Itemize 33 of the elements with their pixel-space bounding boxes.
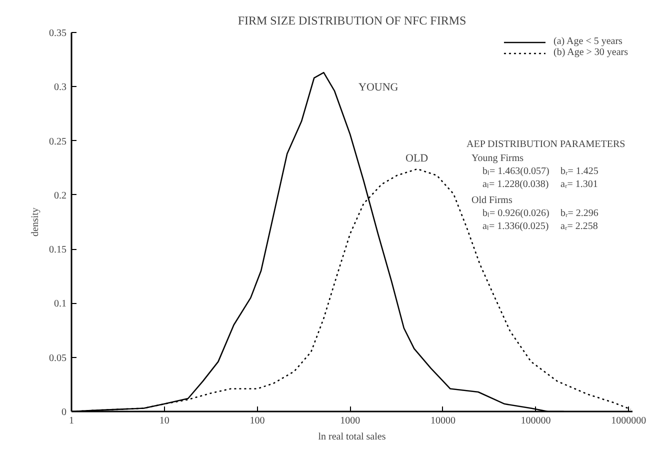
annotation: bᵣ= 1.425 bbox=[560, 166, 598, 177]
y-axis-title: density bbox=[30, 208, 41, 236]
x-tick-label: 1000000 bbox=[611, 416, 646, 426]
annotation: bₗ= 0.926(0.026) bbox=[482, 208, 550, 219]
legend-label: (b) Age > 30 years bbox=[553, 47, 628, 58]
y-tick-label: 0.05 bbox=[49, 352, 66, 364]
annotation: AEP DISTRIBUTION PARAMETERS bbox=[466, 139, 626, 150]
y-tick-label: 0.1 bbox=[54, 298, 66, 310]
annotation: aₗ= 1.228(0.038) bbox=[482, 179, 549, 190]
annotation: bₗ= 1.463(0.057) bbox=[482, 166, 550, 177]
annotation: Young Firms bbox=[472, 153, 524, 164]
annotation: YOUNG bbox=[358, 82, 398, 94]
x-tick-label: 1 bbox=[69, 416, 74, 426]
annotation: aₗ= 1.336(0.025) bbox=[482, 221, 549, 232]
x-axis-title: ln real total sales bbox=[318, 432, 386, 442]
annotation: Old Firms bbox=[472, 195, 512, 206]
y-tick-label: 0.2 bbox=[54, 190, 66, 202]
chart-title: FIRM SIZE DISTRIBUTION OF NFC FIRMS bbox=[238, 14, 466, 28]
annotation: aᵣ= 2.258 bbox=[560, 221, 598, 232]
x-tick-label: 10 bbox=[159, 416, 170, 426]
y-tick-label: 0.3 bbox=[54, 82, 66, 94]
y-tick-label: 0.25 bbox=[49, 136, 66, 148]
y-tick-label: 0 bbox=[62, 407, 66, 418]
y-tick-label: 0.15 bbox=[49, 244, 66, 256]
x-tick-label: 100000 bbox=[520, 416, 551, 426]
y-tick-label: 0.35 bbox=[49, 28, 66, 39]
x-tick-label: 100 bbox=[250, 416, 265, 426]
annotation: bᵣ= 2.296 bbox=[560, 208, 598, 219]
x-tick-label: 10000 bbox=[430, 416, 456, 426]
annotation: aᵣ= 1.301 bbox=[560, 179, 598, 190]
annotation: OLD bbox=[406, 152, 428, 164]
legend-label: (a) Age < 5 years bbox=[553, 36, 622, 47]
x-tick-label: 1000 bbox=[340, 416, 360, 426]
